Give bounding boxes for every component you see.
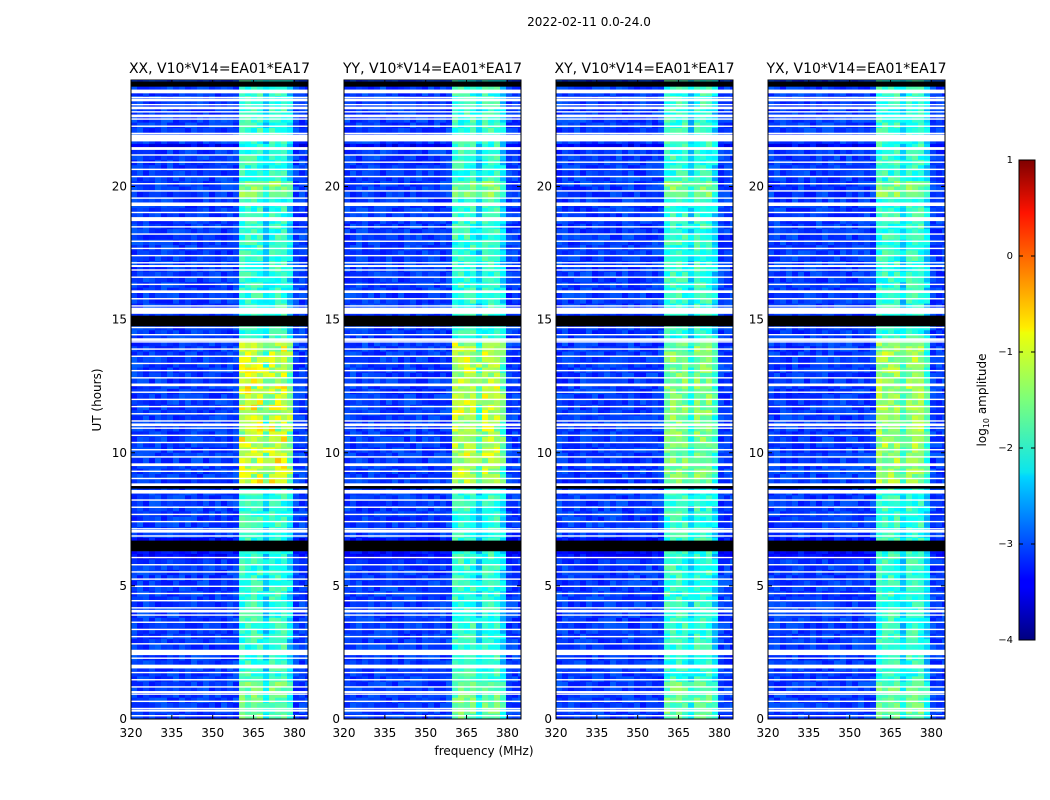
x-tick-label: 335 [797,726,820,740]
plot-frame [130,79,309,720]
x-tick-label: 380 [920,726,943,740]
colorbar-tick-label: −3 [998,539,1013,550]
colorbar-ticks: −4 −3 −2 −1 0 1 [998,155,1035,646]
plot-frame [343,79,522,720]
panel-title: YX, V10*V14=EA01*EA17 [765,61,946,77]
x-tick-label: 365 [455,726,478,740]
colorbar-tick-label: −2 [998,443,1013,454]
y-tick-label: 15 [325,313,340,327]
y-axis-label: UT (hours) [90,368,104,431]
colorbar-tick-label: 1 [1007,155,1013,166]
x-axis-label: frequency (MHz) [434,744,533,758]
y-tick-label: 0 [756,712,764,726]
y-tick-label: 20 [325,180,340,194]
x-tick-label: 320 [120,726,143,740]
x-tick-label: 350 [201,726,224,740]
x-tick-label: 335 [585,726,608,740]
panel-title: XY, V10*V14=EA01*EA17 [554,61,734,77]
x-tick-label: 320 [545,726,568,740]
plot-frame [767,79,946,720]
x-tick-label: 350 [626,726,649,740]
x-tick-label: 380 [283,726,306,740]
x-tick-label: 350 [414,726,437,740]
heatmap-panel-yy: YY, V10*V14=EA01*EA17 320 335 350 365 380 0 5 10… [325,61,522,740]
y-tick-label: 15 [749,313,764,327]
y-tick-label: 0 [119,712,127,726]
y-tick-label: 15 [537,313,552,327]
colorbar: −4 −3 −2 −1 0 1 log10 amplitude [975,155,1036,646]
x-tick-label: 365 [879,726,902,740]
y-tick-label: 5 [119,579,127,593]
panel-title: XX, V10*V14=EA01*EA17 [129,61,310,77]
colorbar-gradient [1018,159,1036,641]
y-tick-label: 5 [756,579,764,593]
y-tick-label: 10 [325,446,340,460]
y-tick-label: 10 [112,446,127,460]
colorbar-tick-label: 0 [1007,251,1013,262]
figure-title: 2022-02-11 0.0-24.0 [527,15,651,29]
colorbar-label: log10 amplitude [975,354,991,447]
heatmap-panel-yx: YX, V10*V14=EA01*EA17 320 335 350 365 380 0 5 10… [749,61,947,740]
x-tick-label: 380 [496,726,519,740]
panel-title: YY, V10*V14=EA01*EA17 [342,61,522,77]
heatmap-panel-xx: XX, V10*V14=EA01*EA17 320 335 350 365 380 0 5 10… [112,61,310,740]
x-tick-label: 380 [708,726,731,740]
y-tick-label: 0 [332,712,340,726]
y-tick-label: 10 [537,446,552,460]
x-tick-label: 350 [838,726,861,740]
y-tick-label: 5 [544,579,552,593]
y-tick-label: 0 [544,712,552,726]
x-tick-label: 335 [160,726,183,740]
heatmap-panel-xy: XY, V10*V14=EA01*EA17 320 335 350 365 380 0 5 10… [537,61,735,740]
x-tick-label: 320 [333,726,356,740]
x-tick-label: 320 [757,726,780,740]
plot-frame [555,79,734,720]
y-tick-label: 5 [332,579,340,593]
x-tick-label: 335 [373,726,396,740]
y-tick-label: 20 [537,180,552,194]
y-tick-label: 20 [112,180,127,194]
colorbar-tick-label: −4 [998,635,1013,646]
y-tick-label: 15 [112,313,127,327]
y-tick-label: 10 [749,446,764,460]
x-tick-label: 365 [242,726,265,740]
x-tick-label: 365 [667,726,690,740]
y-tick-label: 20 [749,180,764,194]
colorbar-tick-label: −1 [998,347,1013,358]
